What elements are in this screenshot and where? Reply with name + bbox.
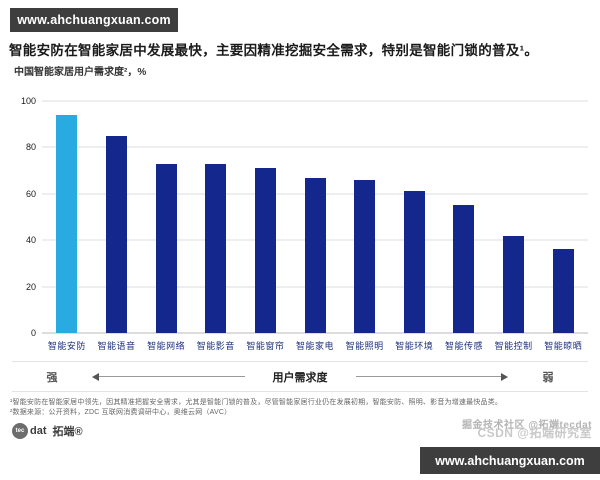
axis-weak-label: 弱 bbox=[542, 371, 554, 384]
bar-chart: 0 20 40 60 80 100 智能安防 智能语音 智能网络 智能影音 智能窗帘 智能家电 智能照… bbox=[12, 96, 588, 352]
bar-智能影音 bbox=[205, 163, 227, 333]
top-watermark-banner: www.ahchuangxuan.com bbox=[10, 8, 178, 32]
bar-column bbox=[290, 101, 340, 333]
axis-strong-label: 强 bbox=[46, 371, 58, 384]
demand-axis-strip: 强 用户需求度 弱 bbox=[12, 361, 588, 392]
bar-智能照明 bbox=[354, 179, 376, 333]
bar-智能控制 bbox=[503, 235, 525, 333]
bar-column bbox=[42, 101, 92, 333]
bar-column bbox=[439, 101, 489, 333]
bar-智能传感 bbox=[453, 205, 475, 333]
x-label-智能晾晒: 智能晾晒 bbox=[544, 341, 583, 351]
x-label-智能影音: 智能影音 bbox=[196, 341, 235, 351]
page-title: 智能安防在智能家居中发展最快，主要因精准挖掘安全需求，特别是智能门锁的普及¹。 bbox=[9, 43, 539, 58]
bar-智能晾晒 bbox=[552, 249, 574, 333]
x-label-智能家电: 智能家电 bbox=[296, 341, 335, 351]
arrow-right-icon bbox=[355, 372, 508, 381]
x-label-智能安防: 智能安防 bbox=[47, 341, 86, 351]
axis-title: 用户需求度 bbox=[272, 371, 328, 384]
bottom-watermark-banner: www.ahchuangxuan.com bbox=[420, 447, 600, 474]
y-tick-40: 40 bbox=[25, 235, 36, 246]
plot-area: 0 20 40 60 80 100 bbox=[21, 96, 588, 338]
footnote-1: ¹智能安防在智能家居中领先，因其精准把握安全需求，尤其是智能门锁的普及，尽管智能… bbox=[10, 399, 503, 406]
faint-watermark-line2: CSDN @拓端研究室 bbox=[477, 426, 592, 440]
bar-column bbox=[191, 101, 241, 333]
footnote-2: ²数据来源：公开资料，ZDC 互联网消费调研中心，奥维云网（AVC） bbox=[10, 409, 232, 416]
bar-智能窗帘 bbox=[254, 168, 276, 333]
faint-watermark-line1: 掘金技术社区 @拓端tecdat bbox=[462, 420, 592, 431]
bar-column bbox=[489, 101, 539, 333]
y-tick-20: 20 bbox=[25, 281, 36, 292]
tecdat-logo-cn: 拓端® bbox=[52, 426, 83, 438]
x-axis-labels: 智能安防 智能语音 智能网络 智能影音 智能窗帘 智能家电 智能照明 智能环境 智能传感 智能控制… bbox=[42, 339, 588, 352]
x-label-智能环境: 智能环境 bbox=[395, 341, 434, 351]
tecdat-logo: tec dat 拓端® bbox=[12, 423, 83, 439]
x-label-智能语音: 智能语音 bbox=[97, 341, 136, 351]
footnotes: ¹智能安防在智能家居中领先，因其精准把握安全需求，尤其是智能门锁的普及，尽管智能… bbox=[10, 398, 590, 418]
bottom-watermark-text: www.ahchuangxuan.com bbox=[435, 453, 585, 468]
arrow-left-icon bbox=[92, 372, 245, 381]
bar-column bbox=[141, 101, 191, 333]
gridline-0 bbox=[42, 332, 588, 334]
y-tick-100: 100 bbox=[20, 96, 36, 106]
x-label-智能传感: 智能传感 bbox=[444, 341, 483, 351]
bar-智能语音 bbox=[105, 135, 127, 333]
bar-column bbox=[389, 101, 439, 333]
tecdat-logo-icon: tec bbox=[12, 423, 28, 439]
top-watermark-text: www.ahchuangxuan.com bbox=[17, 13, 171, 27]
bars-container bbox=[42, 101, 588, 333]
y-tick-80: 80 bbox=[25, 142, 36, 153]
gridline-100 bbox=[42, 100, 588, 102]
y-tick-0: 0 bbox=[30, 328, 36, 338]
bar-智能网络 bbox=[155, 163, 177, 333]
x-label-智能控制: 智能控制 bbox=[494, 341, 533, 351]
faint-watermarks: 掘金技术社区 @拓端tecdat CSDN @拓端研究室 bbox=[462, 416, 592, 441]
chart-subtitle: 中国智能家居用户需求度²，% bbox=[14, 67, 147, 78]
bar-智能安防 bbox=[56, 114, 78, 333]
bar-智能环境 bbox=[403, 191, 425, 333]
bar-column bbox=[92, 101, 142, 333]
tecdat-logo-name: dat bbox=[30, 425, 47, 437]
bar-column bbox=[241, 101, 291, 333]
x-label-智能照明: 智能照明 bbox=[345, 341, 384, 351]
bar-智能家电 bbox=[304, 177, 326, 333]
bar-column bbox=[340, 101, 390, 333]
bar-column bbox=[538, 101, 588, 333]
y-tick-60: 60 bbox=[25, 188, 36, 199]
x-label-智能窗帘: 智能窗帘 bbox=[246, 341, 285, 351]
gridline-80 bbox=[42, 146, 588, 148]
x-label-智能网络: 智能网络 bbox=[147, 341, 186, 351]
